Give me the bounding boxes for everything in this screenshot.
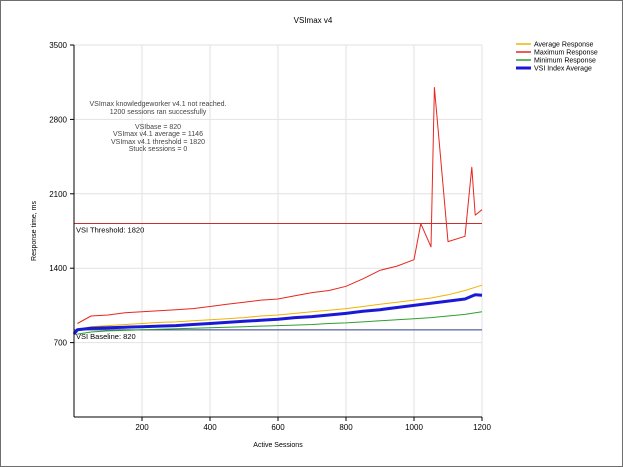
- annotation-line-4: VSImax v4.1 threshold = 1820: [111, 139, 205, 146]
- y-axis-label: Response time, ms: [31, 201, 38, 261]
- tick-labels: 700 1400 2100 2800 3500 200 400 600 800 1000 1200: [49, 41, 491, 432]
- reference-label-0: VSI Threshold: 1820: [76, 226, 144, 235]
- maximum-response-line: [77, 87, 483, 324]
- annotation-line-0: VSImax knowledgeworker v4.1 not reached.: [90, 101, 227, 108]
- y-tick-label-4: 3500: [49, 41, 67, 50]
- x-tick-label-2: 600: [271, 423, 285, 432]
- x-tick-label-4: 1000: [405, 423, 423, 432]
- x-tick-label-5: 1200: [473, 423, 491, 432]
- reference-label-1: VSI Baseline: 820: [76, 332, 136, 341]
- y-tick-label-3: 2800: [49, 115, 67, 124]
- annotation-line-3: VSImax v4.1 average = 1146: [113, 131, 203, 138]
- legend-label-1: Maximum Response: [534, 50, 598, 57]
- x-axis-label: Active Sessions: [253, 442, 303, 449]
- vsi-index-average-line: [72, 293, 483, 336]
- annotation-line-2: VSIbase = 820: [135, 124, 181, 131]
- annotation-line-5: Stuck sessions = 0: [129, 146, 188, 153]
- minimum-response-line: [77, 311, 483, 335]
- annotations: VSImax knowledgeworker v4.1 not reached.…: [90, 101, 227, 153]
- legend-label-0: Average Response: [534, 42, 594, 49]
- series: [72, 87, 483, 336]
- x-tick-label-1: 400: [203, 423, 217, 432]
- average-response-line: [77, 284, 483, 331]
- x-tick-label-3: 800: [339, 423, 353, 432]
- legend-label-2: Minimum Response: [534, 58, 596, 65]
- grid: [74, 44, 483, 417]
- y-tick-label-2: 2100: [49, 190, 67, 199]
- annotation-line-1: 1200 sessions ran successfully: [110, 109, 207, 116]
- chart-title: VSImax v4: [294, 16, 333, 25]
- x-tick-label-0: 200: [135, 423, 149, 432]
- y-tick-label-0: 700: [54, 339, 68, 348]
- legend-label-3: VSI Index Average: [534, 66, 592, 73]
- y-tick-label-1: 1400: [49, 264, 67, 273]
